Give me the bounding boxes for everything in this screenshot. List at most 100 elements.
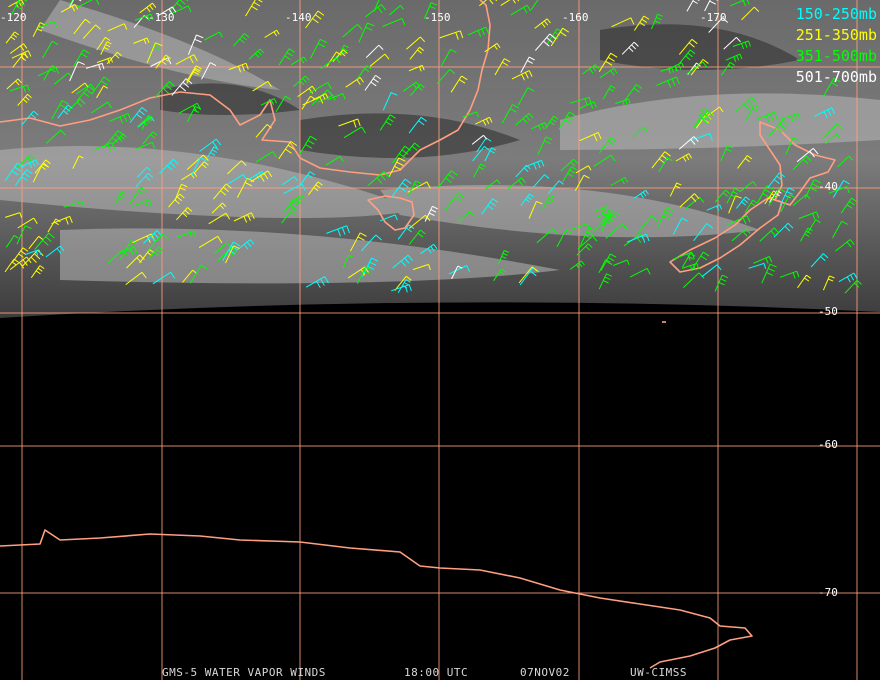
- wind-barb: [227, 160, 247, 175]
- wind-barb: [148, 246, 163, 260]
- wind-barb: [835, 239, 855, 252]
- longitude-label: -120: [0, 11, 27, 24]
- wind-barb: [136, 116, 153, 128]
- wind-barb: [669, 182, 682, 197]
- wind-barb: [574, 174, 590, 192]
- wind-barb: [37, 20, 57, 29]
- wind-barb: [90, 101, 112, 114]
- wind-barb: [745, 104, 760, 121]
- wind-barb: [723, 37, 741, 50]
- wind-barb: [364, 74, 382, 91]
- wind-barb: [681, 263, 700, 271]
- wind-barb: [498, 250, 509, 265]
- wind-barb: [832, 220, 848, 239]
- wind-barb: [114, 191, 127, 205]
- wind-barb: [780, 194, 796, 213]
- wind-barb: [382, 92, 398, 111]
- wind-barb: [211, 202, 227, 214]
- wind-barb: [657, 206, 674, 227]
- wind-barb: [32, 22, 46, 38]
- wind-barb: [714, 189, 731, 203]
- wind-barb: [299, 171, 315, 186]
- wind-barb: [534, 18, 551, 29]
- wind-barb: [439, 30, 464, 40]
- wind-barb: [806, 219, 821, 234]
- wind-barb: [528, 200, 543, 219]
- wind-barb: [544, 115, 559, 130]
- wind-barb: [575, 165, 592, 174]
- wind-barb: [690, 133, 713, 141]
- wind-barb: [838, 272, 858, 283]
- wind-barb: [500, 0, 520, 7]
- wind-barb: [45, 129, 66, 144]
- wind-barb: [309, 38, 328, 59]
- wind-barb: [360, 234, 382, 252]
- wind-barb: [325, 155, 344, 166]
- wind-barb: [484, 179, 501, 190]
- wind-barb: [423, 2, 437, 19]
- wind-barb: [345, 76, 364, 88]
- wind-barb: [530, 0, 539, 10]
- wind-barb: [472, 146, 490, 162]
- wind-barb: [69, 61, 85, 82]
- wind-barb: [9, 84, 30, 93]
- wind-barb: [394, 275, 412, 291]
- wind-barb: [406, 36, 426, 50]
- wind-barb: [143, 230, 162, 244]
- wind-barb: [349, 232, 367, 252]
- wind-barb: [225, 245, 240, 264]
- wind-barb: [515, 112, 534, 126]
- wind-barb: [9, 43, 28, 54]
- wind-barb: [388, 157, 406, 178]
- wind-barb: [301, 95, 316, 110]
- wind-barb: [633, 15, 650, 31]
- wind-barb: [147, 233, 169, 251]
- wind-barb: [468, 26, 489, 37]
- wind-barb: [8, 0, 25, 8]
- wind-barb: [60, 4, 79, 13]
- latitude-label: -40: [818, 180, 838, 193]
- wind-barb: [531, 122, 548, 131]
- wind-barb: [451, 265, 463, 280]
- wind-barb: [598, 259, 611, 274]
- wind-barb: [560, 158, 579, 172]
- legend: 150-250mb 251-350mb 351-500mb 501-700mb: [796, 5, 877, 86]
- wind-barb: [100, 41, 112, 55]
- wind-barb: [800, 227, 813, 242]
- wind-barb: [233, 33, 250, 47]
- wind-barb: [678, 38, 698, 55]
- wind-barb: [767, 172, 786, 189]
- wind-barb: [580, 227, 595, 246]
- wind-barb: [548, 180, 564, 195]
- wind-barb: [501, 104, 520, 124]
- wind-barb: [546, 28, 563, 45]
- wind-barb: [792, 155, 812, 171]
- wind-barb: [736, 196, 751, 209]
- wind-barb: [731, 228, 751, 242]
- wind-barb: [520, 193, 534, 206]
- wind-barb: [507, 177, 526, 190]
- wind-barb: [205, 146, 219, 161]
- wind-barb: [610, 177, 629, 186]
- wind-barb: [797, 274, 812, 289]
- wind-barb: [34, 232, 55, 250]
- wind-barb: [264, 29, 280, 38]
- wind-barb: [542, 194, 555, 210]
- wind-barb: [536, 228, 559, 244]
- wind-barb: [424, 205, 438, 222]
- wind-barb: [578, 101, 597, 110]
- wind-barb: [191, 157, 207, 177]
- wind-barb: [71, 82, 89, 94]
- wind-barb: [768, 119, 789, 138]
- wind-barb: [737, 155, 753, 169]
- wind-barb: [250, 170, 273, 183]
- wind-barb: [753, 256, 773, 264]
- wind-barb: [511, 70, 533, 81]
- wind-barb: [21, 110, 39, 126]
- wind-barb: [602, 85, 616, 100]
- wind-barb: [135, 141, 156, 150]
- wind-barb: [155, 81, 175, 98]
- wind-barb: [72, 155, 84, 169]
- wind-barb: [96, 57, 113, 64]
- wind-barb: [104, 130, 125, 148]
